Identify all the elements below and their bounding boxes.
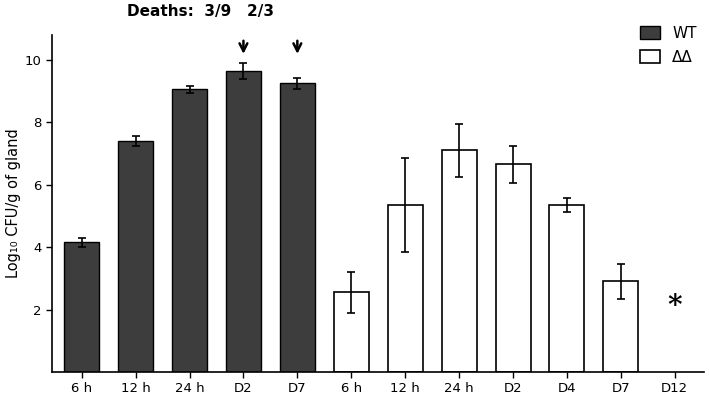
Bar	[496, 164, 530, 372]
Bar	[442, 150, 476, 372]
Bar	[64, 243, 99, 372]
Bar	[388, 205, 422, 372]
Bar	[118, 141, 153, 372]
Bar	[550, 205, 584, 372]
Bar	[334, 292, 368, 372]
Text: Deaths:  3/9   2/3: Deaths: 3/9 2/3	[127, 4, 274, 19]
Y-axis label: Log₁₀ CFU/g of gland: Log₁₀ CFU/g of gland	[6, 129, 21, 278]
Bar	[226, 71, 261, 372]
Legend: WT, ΔΔ: WT, ΔΔ	[640, 26, 697, 65]
Bar	[604, 282, 638, 372]
Text: *: *	[667, 293, 682, 320]
Bar	[172, 89, 207, 372]
Bar	[280, 83, 315, 372]
